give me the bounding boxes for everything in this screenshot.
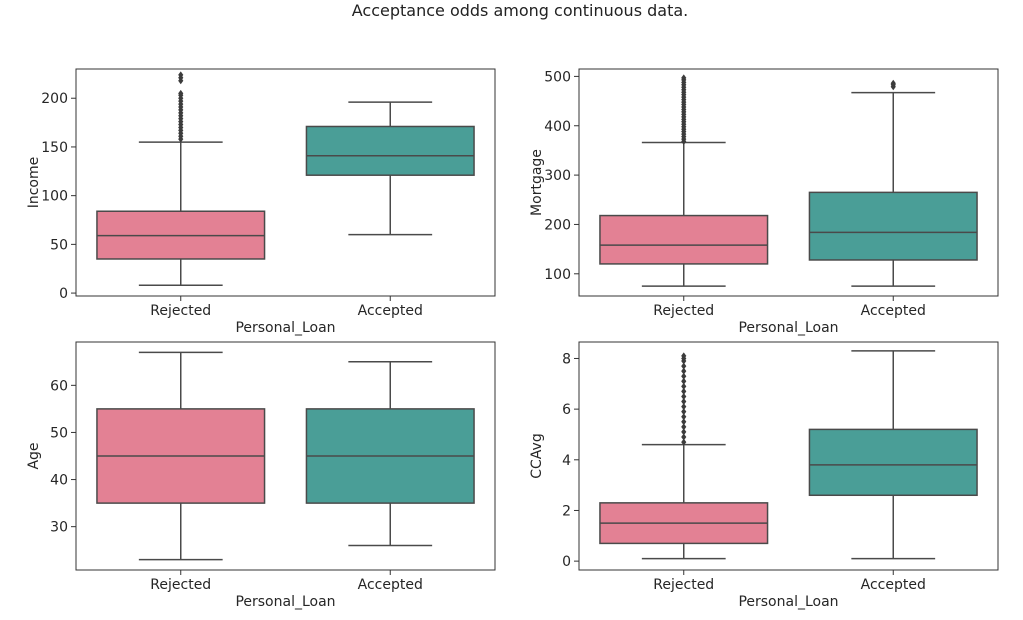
outlier-point xyxy=(681,398,687,406)
x-tick-label: Rejected xyxy=(150,577,211,593)
outlier-point xyxy=(681,408,687,416)
outlier-point xyxy=(681,403,687,411)
axes-frame xyxy=(578,68,999,297)
subplot-ccavg: 0 2 4 6 8 Rejected Accepted Personal_Loan CCAvg xyxy=(529,341,999,610)
x-axis-label: Personal_Loan xyxy=(738,320,838,336)
axes-frame xyxy=(578,341,999,571)
x-tick-label: Accepted xyxy=(861,303,926,319)
outlier-point xyxy=(178,71,184,79)
y-tick-label: 8 xyxy=(562,351,571,367)
outlier-point xyxy=(681,352,687,360)
outlier-point xyxy=(681,382,687,390)
outlier-point xyxy=(681,418,687,426)
y-tick-label: 6 xyxy=(562,402,571,418)
y-tick-label: 200 xyxy=(544,217,571,233)
outlier-point xyxy=(681,423,687,431)
outlier-point xyxy=(681,367,687,375)
y-tick-label: 2 xyxy=(562,503,571,519)
y-tick-label: 0 xyxy=(562,554,571,570)
outlier-point xyxy=(890,79,896,87)
y-axis-label: Mortgage xyxy=(529,149,545,216)
outlier-point xyxy=(681,372,687,380)
outlier-point xyxy=(681,428,687,436)
subplot-income: 0 50 100 150 200 Rejected Accepted Personal_Loa… xyxy=(26,68,496,336)
box-rejected xyxy=(96,71,266,287)
page-title: Acceptance odds among continuous data. xyxy=(351,1,689,20)
y-tick-label: 400 xyxy=(544,119,571,135)
y-tick-label: 100 xyxy=(41,189,68,205)
x-axis-label: Personal_Loan xyxy=(738,594,838,610)
x-tick-label: Accepted xyxy=(358,303,423,319)
y-tick-label: 100 xyxy=(544,267,571,283)
y-axis-label: CCAvg xyxy=(529,433,545,478)
x-tick-label: Rejected xyxy=(653,303,714,319)
outlier-point xyxy=(681,362,687,370)
outlier-point xyxy=(681,74,687,82)
box-iqr xyxy=(305,125,475,176)
box-rejected xyxy=(599,352,769,560)
x-tick-label: Rejected xyxy=(150,303,211,319)
outlier-point xyxy=(681,433,687,441)
x-axis-label: Personal_Loan xyxy=(235,594,335,610)
box-rejected xyxy=(96,351,266,561)
outlier-point xyxy=(681,392,687,400)
box-iqr xyxy=(808,191,978,261)
box-accepted xyxy=(305,361,475,547)
box-rejected xyxy=(599,74,769,287)
y-axis-label: Income xyxy=(26,157,42,209)
x-tick-label: Accepted xyxy=(861,577,926,593)
outlier-point xyxy=(681,387,687,395)
y-tick-label: 500 xyxy=(544,69,571,85)
box-iqr xyxy=(599,214,769,265)
y-tick-label: 50 xyxy=(50,237,68,253)
x-tick-label: Rejected xyxy=(653,577,714,593)
outlier-point xyxy=(681,413,687,421)
y-tick-label: 40 xyxy=(50,473,68,489)
y-axis-label: Age xyxy=(26,442,42,469)
box-accepted xyxy=(808,79,978,287)
y-tick-label: 200 xyxy=(41,91,68,107)
subplot-age: 30 40 50 60 Rejected Accepted Personal_Loan Age xyxy=(26,341,496,610)
y-tick-label: 60 xyxy=(50,378,68,394)
y-tick-label: 30 xyxy=(50,520,68,536)
y-tick-label: 4 xyxy=(562,453,571,469)
x-tick-label: Accepted xyxy=(358,577,423,593)
y-tick-label: 300 xyxy=(544,168,571,184)
outlier-point xyxy=(178,89,184,97)
axes-frame xyxy=(75,341,496,571)
y-tick-label: 50 xyxy=(50,425,68,441)
outlier-point xyxy=(681,377,687,385)
y-tick-label: 0 xyxy=(59,286,68,302)
outlier-point xyxy=(681,438,687,446)
axes-frame xyxy=(75,68,496,297)
y-tick-label: 150 xyxy=(41,140,68,156)
box-accepted xyxy=(305,101,475,236)
subplot-mortgage: 100 200 300 400 500 Rejected Accepted Personal_… xyxy=(529,68,999,336)
box-accepted xyxy=(808,350,978,560)
box-iqr xyxy=(808,428,978,497)
x-axis-label: Personal_Loan xyxy=(235,320,335,336)
